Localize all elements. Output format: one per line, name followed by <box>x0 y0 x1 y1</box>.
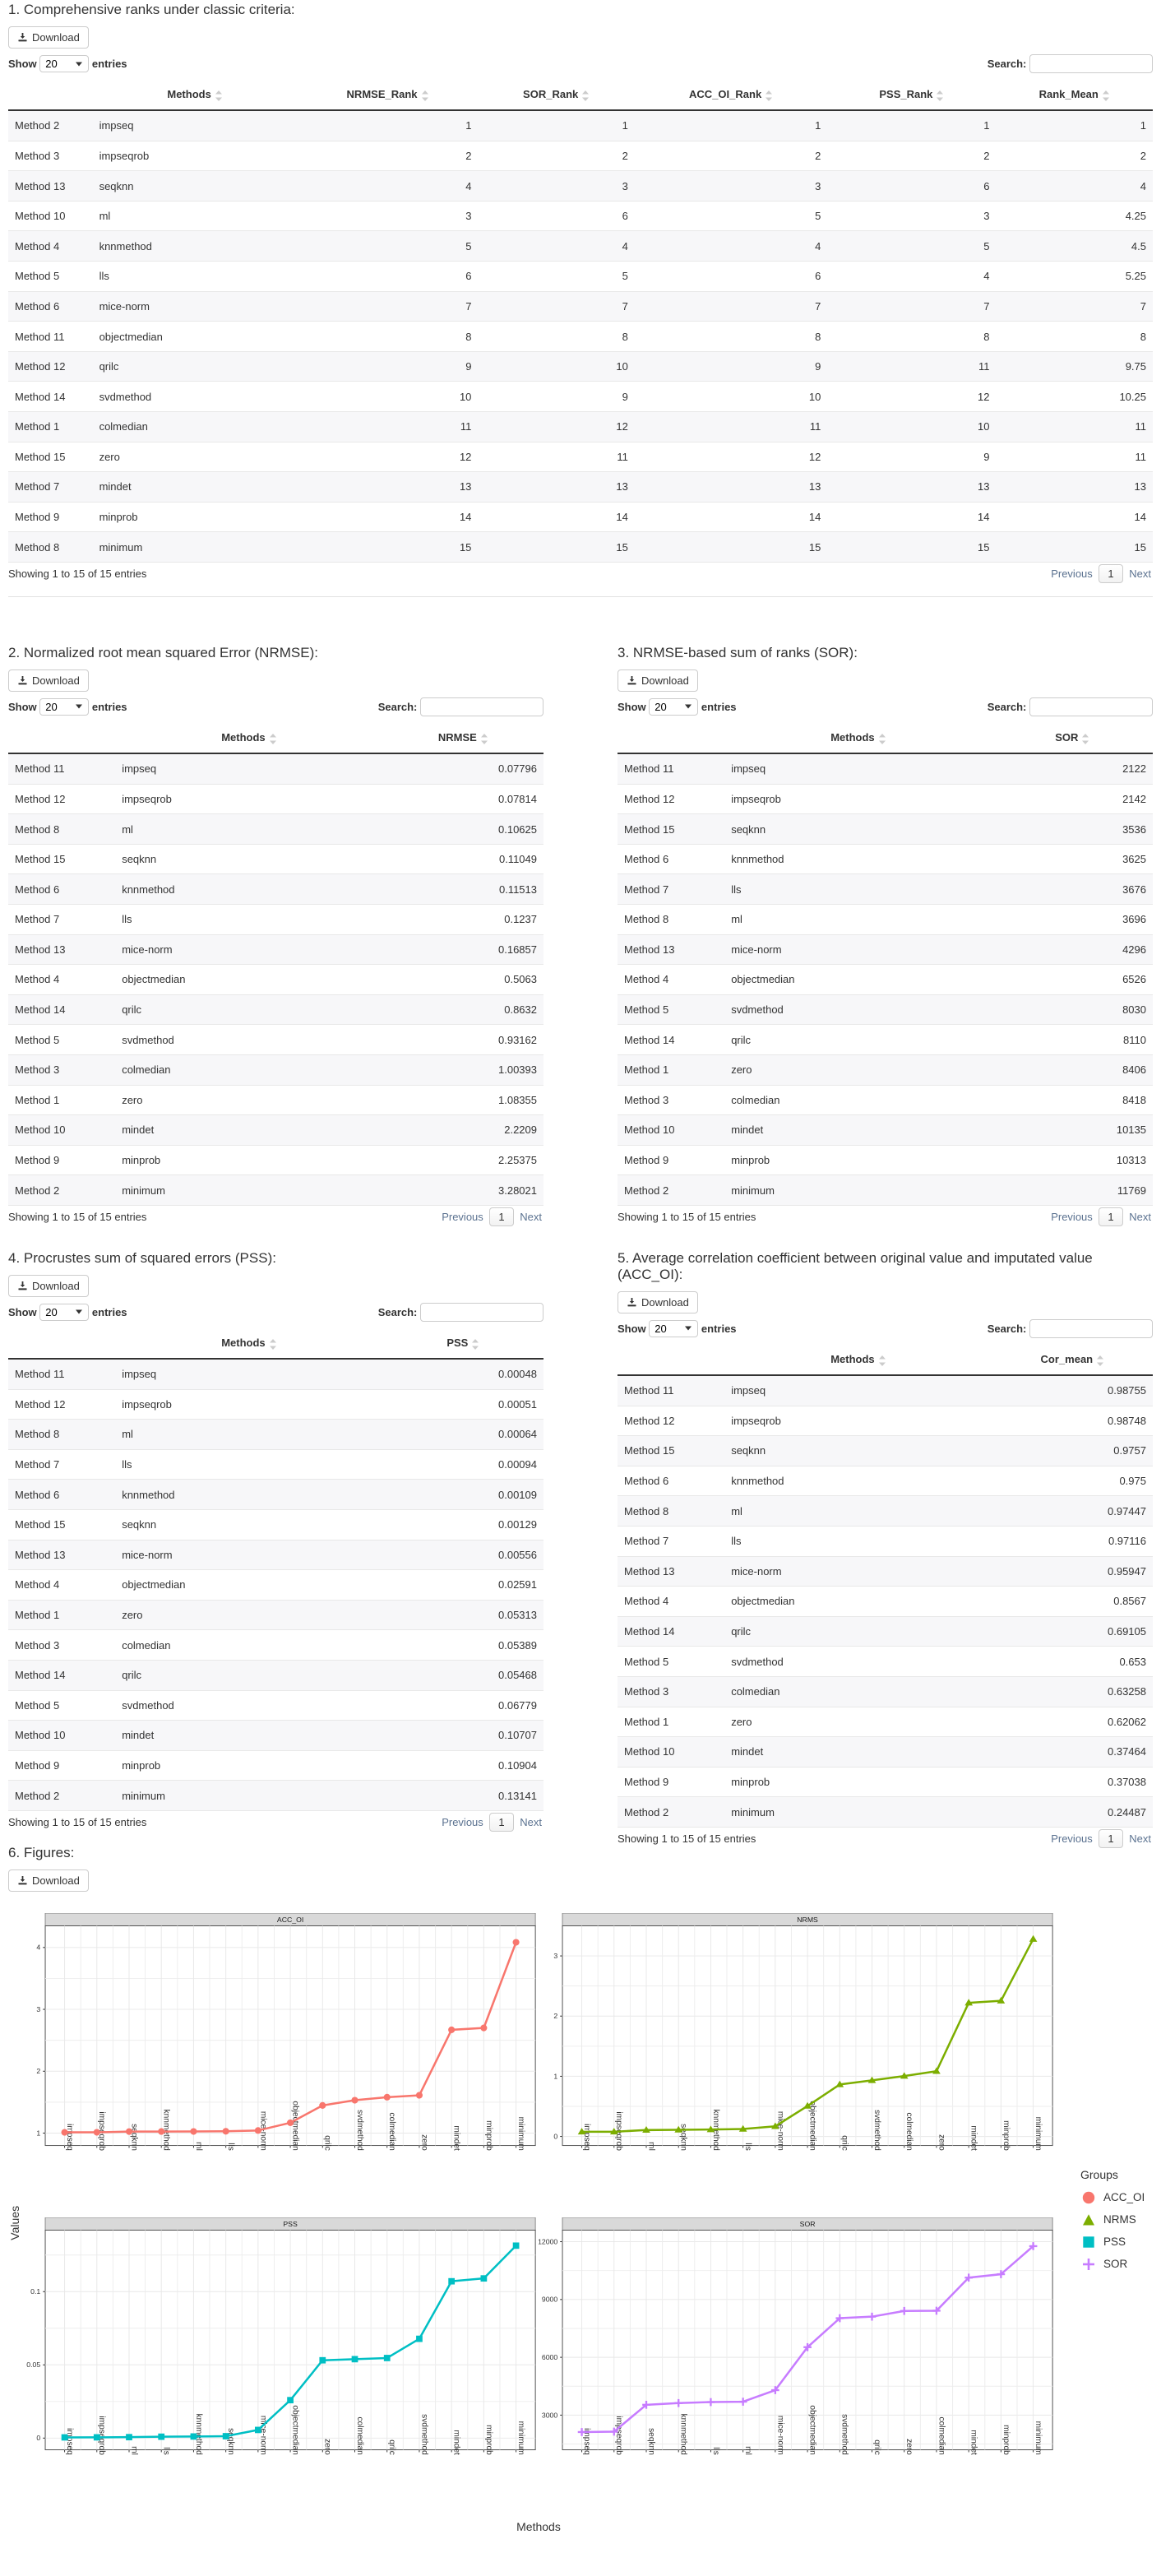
svg-text:minimum: minimum <box>1034 2117 1043 2151</box>
svg-text:0: 0 <box>36 2434 40 2442</box>
svg-text:1: 1 <box>36 2129 40 2137</box>
svg-text:zero: zero <box>904 2439 914 2455</box>
svg-text:zero: zero <box>323 2439 332 2455</box>
svg-text:3: 3 <box>36 2005 40 2013</box>
svg-text:svdmethod: svdmethod <box>840 2414 849 2455</box>
svg-text:objectmedian: objectmedian <box>290 2101 299 2150</box>
svg-text:2: 2 <box>553 2012 557 2020</box>
svg-text:seqknn: seqknn <box>679 2124 688 2151</box>
svg-text:minprob: minprob <box>1001 2120 1011 2151</box>
svg-text:impseqrob: impseqrob <box>614 2416 623 2455</box>
svg-text:impseq: impseq <box>582 2124 591 2151</box>
svg-text:impseq: impseq <box>65 2428 74 2455</box>
svg-text:knnmethod: knnmethod <box>679 2413 688 2454</box>
svg-text:seqknn: seqknn <box>226 2428 235 2455</box>
svg-text:qrilc: qrilc <box>840 2135 849 2151</box>
svg-text:seqknn: seqknn <box>646 2428 655 2455</box>
svg-text:6000: 6000 <box>542 2353 557 2361</box>
svg-text:colmedian: colmedian <box>387 2112 396 2150</box>
svg-text:impseq: impseq <box>65 2124 74 2151</box>
svg-text:colmedian: colmedian <box>904 2112 914 2150</box>
svg-text:ml: ml <box>743 2446 752 2455</box>
svg-text:9000: 9000 <box>542 2295 557 2303</box>
svg-text:ml: ml <box>194 2142 203 2151</box>
svg-text:1: 1 <box>553 2072 557 2080</box>
svg-text:minprob: minprob <box>484 2120 493 2151</box>
svg-text:4: 4 <box>36 1944 40 1952</box>
svg-text:qrilc: qrilc <box>387 2439 396 2455</box>
svg-text:ACC_OI: ACC_OI <box>277 1916 303 1924</box>
svg-text:objectmedian: objectmedian <box>290 2405 299 2454</box>
svg-text:NRMS: NRMS <box>797 1916 818 1924</box>
svg-text:lls: lls <box>162 2447 171 2455</box>
svg-text:zero: zero <box>419 2134 428 2151</box>
svg-text:ml: ml <box>129 2446 138 2455</box>
svg-text:ml: ml <box>646 2142 655 2151</box>
svg-text:seqknn: seqknn <box>129 2124 138 2151</box>
svg-text:lls: lls <box>226 2143 235 2151</box>
svg-text:mindet: mindet <box>969 2125 978 2151</box>
svg-text:qrilc: qrilc <box>872 2439 881 2455</box>
svg-text:colmedian: colmedian <box>937 2416 946 2454</box>
svg-text:svdmethod: svdmethod <box>419 2414 428 2455</box>
svg-text:minimum: minimum <box>516 2117 525 2151</box>
svg-text:qrilc: qrilc <box>323 2135 332 2151</box>
svg-text:mice-norm: mice-norm <box>775 2416 784 2455</box>
svg-text:3: 3 <box>553 1952 557 1960</box>
svg-text:SOR: SOR <box>800 2220 816 2228</box>
svg-text:minimum: minimum <box>516 2421 525 2454</box>
svg-text:12000: 12000 <box>539 2237 557 2245</box>
svg-text:svdmethod: svdmethod <box>872 2110 881 2151</box>
svg-text:2: 2 <box>36 2067 40 2075</box>
svg-text:svdmethod: svdmethod <box>355 2110 364 2151</box>
svg-text:mindet: mindet <box>452 2430 461 2455</box>
svg-text:lls: lls <box>743 2143 752 2151</box>
svg-text:minimum: minimum <box>1034 2421 1043 2454</box>
svg-text:0: 0 <box>553 2132 557 2140</box>
svg-text:PSS: PSS <box>283 2220 298 2228</box>
svg-text:objectmedian: objectmedian <box>807 2405 816 2454</box>
svg-text:0.05: 0.05 <box>26 2361 40 2369</box>
svg-text:lls: lls <box>711 2447 720 2455</box>
svg-text:minprob: minprob <box>484 2425 493 2455</box>
svg-text:3000: 3000 <box>542 2411 557 2419</box>
svg-text:0.1: 0.1 <box>30 2287 40 2296</box>
svg-text:mice-norm: mice-norm <box>775 2111 784 2151</box>
svg-text:zero: zero <box>937 2134 946 2151</box>
svg-text:minprob: minprob <box>1001 2425 1011 2455</box>
svg-text:mindet: mindet <box>452 2125 461 2151</box>
svg-text:mindet: mindet <box>969 2430 978 2455</box>
svg-text:colmedian: colmedian <box>355 2416 364 2454</box>
